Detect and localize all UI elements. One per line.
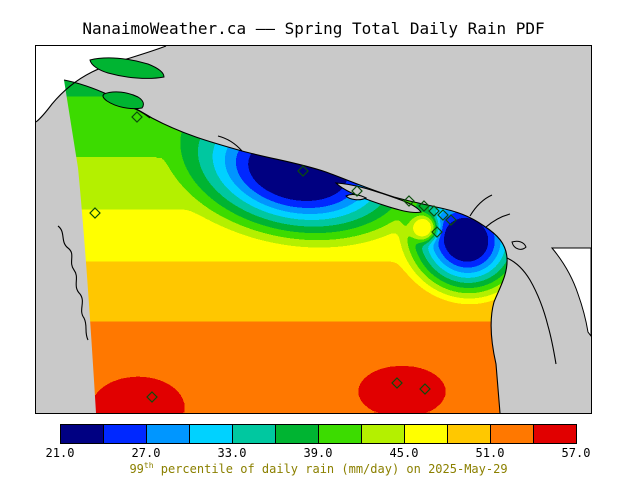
colorbar-segment (147, 425, 190, 443)
colorbar-segment (104, 425, 147, 443)
station-marker (431, 226, 443, 238)
station-marker (146, 391, 158, 403)
rain-maximum-south (307, 335, 497, 413)
station-marker (131, 111, 143, 123)
station-marker (418, 200, 430, 212)
colorbar-segment (233, 425, 276, 443)
station-marker (403, 195, 415, 207)
local-max-spot (407, 211, 441, 245)
colorbar-tick-label: 45.0 (389, 446, 419, 460)
station-marker (391, 377, 403, 389)
station-marker (351, 185, 363, 197)
coastline-west-squiggle (57, 225, 89, 341)
coastline-fjord-1 (469, 194, 493, 217)
coastlines (35, 45, 557, 414)
coastline-main (63, 79, 508, 414)
colorbar-tick-label: 33.0 (217, 446, 247, 460)
coastline-fjord-2 (485, 213, 511, 228)
green-patch-1 (89, 57, 165, 79)
island-lasqueti (345, 194, 368, 201)
coastline-northwest-wedge (35, 45, 167, 123)
station-marker (89, 207, 101, 219)
caption-base: 99 (129, 462, 144, 476)
colorbar-segment (61, 425, 104, 443)
caption-superscript: th (143, 461, 154, 470)
colorbar-segment (491, 425, 534, 443)
caption-rest: percentile of daily rain (mm/day) on 202… (153, 462, 508, 476)
rain-maximum-southwest (64, 348, 226, 413)
coastline-bay-spur-2 (217, 135, 243, 152)
island-southeast (511, 240, 527, 250)
colorbar-ticks: 21.0 27.0 33.0 39.0 45.0 51.0 57.0 (46, 446, 591, 460)
colorbar-tick-label: 27.0 (131, 446, 161, 460)
colorbar-segment (190, 425, 233, 443)
colorbar-segment (448, 425, 491, 443)
map-frame-border (35, 45, 592, 414)
colorbar-segment (534, 425, 576, 443)
green-patch-2 (102, 91, 144, 110)
colorbar-segment (276, 425, 319, 443)
colorbar (60, 424, 577, 444)
colorbar-segment (319, 425, 362, 443)
station-markers (89, 111, 457, 403)
colorbar-segments (61, 425, 576, 443)
colorbar-tick-label: 51.0 (475, 446, 505, 460)
station-marker (428, 205, 440, 217)
colorbar-tick-label: 21.0 (45, 446, 75, 460)
station-marker (419, 383, 431, 395)
colorbar-tick-label: 57.0 (561, 446, 591, 460)
nodata-water-southeast (550, 247, 592, 338)
station-marker (437, 209, 449, 221)
coastline-mainland-southeast (506, 257, 557, 365)
station-marker (297, 165, 309, 177)
northwest-green-patches (89, 57, 165, 110)
colorbar-segment (405, 425, 448, 443)
colorbar-caption: 99th percentile of daily rain (mm/day) o… (60, 461, 577, 476)
station-marker (445, 214, 457, 226)
colorbar-tick-label: 39.0 (303, 446, 333, 460)
nodata-water-northwest (36, 46, 166, 122)
colorbar-segment (362, 425, 405, 443)
page-title: NanaimoWeather.ca —— Spring Total Daily … (82, 19, 545, 38)
